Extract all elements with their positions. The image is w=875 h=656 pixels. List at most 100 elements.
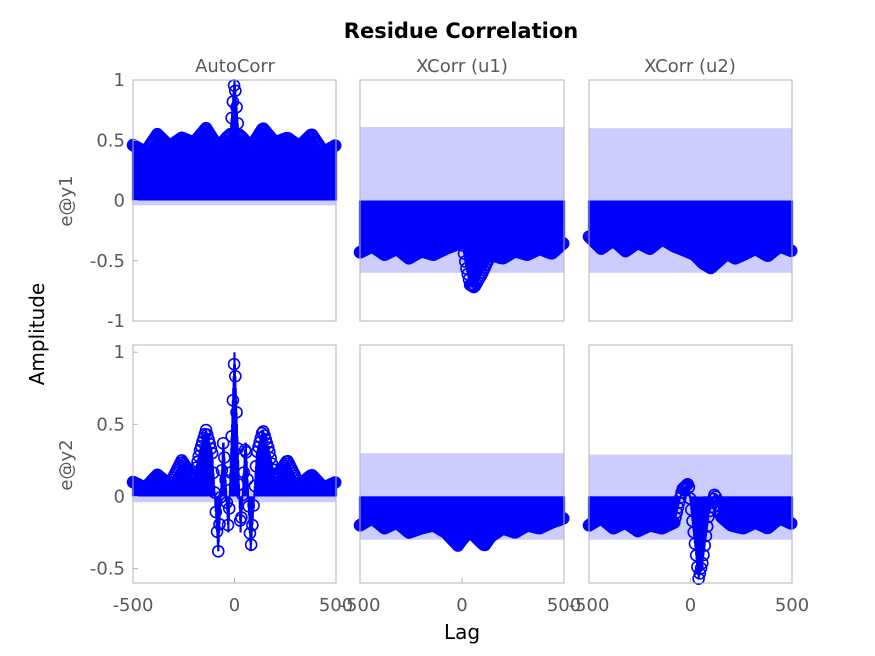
correlation-marker — [244, 538, 258, 552]
correlation-marker — [205, 446, 219, 460]
stem-lines — [358, 200, 566, 288]
correlation-marker — [458, 255, 472, 268]
correlation-marker — [700, 520, 714, 533]
correlation-marker — [221, 518, 235, 532]
subplot-r1-c1: -500 0 500 — [340, 344, 581, 616]
y-tick-label: 1 — [114, 342, 125, 363]
correlation-marker — [698, 539, 712, 552]
y-tick-label: 0 — [114, 486, 125, 507]
correlation-marker — [677, 481, 691, 495]
correlation-marker — [457, 247, 471, 260]
x-tick-label: -500 — [340, 595, 381, 616]
correlation-marker — [216, 436, 230, 450]
subplot-r0-c2 — [582, 79, 798, 322]
correlation-marker — [695, 556, 709, 570]
x-tick-label: 500 — [319, 595, 353, 616]
y-tick-label: 0.5 — [96, 130, 125, 151]
correlation-markers — [126, 79, 342, 159]
correlation-marker — [455, 234, 468, 247]
row-label-e-y1: e@y1 — [56, 175, 77, 226]
correlation-marker — [218, 451, 231, 464]
correlation-marker — [255, 426, 269, 440]
correlation-marker — [230, 100, 243, 114]
correlation-marker — [226, 393, 240, 407]
correlation-marker — [264, 451, 277, 465]
correlation-marker — [265, 457, 279, 471]
y-tick-label: 0.5 — [96, 414, 125, 435]
correlation-marker — [242, 499, 256, 513]
correlation-marker — [694, 561, 708, 575]
correlation-marker — [699, 529, 713, 543]
correlation-marker — [225, 430, 238, 443]
correlation-marker — [456, 239, 470, 252]
subplot-r0-c1 — [353, 79, 570, 322]
correlation-marker — [784, 517, 798, 530]
correlation-marker — [188, 467, 202, 480]
x-tick-label: 500 — [775, 595, 809, 616]
chart-title: Residue Correlation — [344, 19, 578, 43]
correlation-markers — [582, 477, 798, 585]
correlation-markers — [353, 511, 570, 552]
correlation-marker — [222, 502, 236, 515]
y-tick-label: 1 — [114, 70, 125, 91]
x-axis-label: Lag — [444, 620, 480, 644]
correlation-marker — [209, 505, 223, 519]
x-tick-label: -500 — [113, 595, 154, 616]
correlation-marker — [237, 466, 251, 479]
correlation-marker — [328, 476, 342, 489]
correlation-marker — [553, 240, 566, 253]
x-tick-label: 0 — [229, 595, 240, 616]
subplot-grid: -1-0.500.51-0.500.51-500 0 500-500 0 500-500… — [90, 70, 809, 616]
correlation-marker — [191, 455, 204, 469]
y-axis-label: Amplitude — [25, 283, 49, 386]
correlation-marker — [555, 238, 569, 251]
x-tick-label: -500 — [569, 595, 610, 616]
correlation-marker — [220, 496, 234, 509]
correlation-marker — [249, 459, 263, 473]
correlation-markers — [126, 357, 342, 558]
correlation-marker — [227, 357, 241, 371]
correlation-marker — [241, 472, 254, 486]
correlation-marker — [229, 369, 242, 383]
x-tick-label: 0 — [456, 595, 467, 616]
x-tick-label: 0 — [685, 595, 696, 616]
correlation-marker — [328, 139, 342, 152]
correlation-marker — [680, 479, 693, 492]
axes-frame — [359, 79, 565, 322]
correlation-marker — [689, 549, 703, 562]
correlation-marker — [210, 525, 224, 538]
y-tick-label: -1 — [107, 311, 125, 332]
correlation-marker — [213, 517, 226, 531]
y-tick-label: -0.5 — [90, 251, 125, 272]
correlation-markers — [582, 230, 798, 275]
column-title-xcorr-u1: XCorr (u1) — [416, 56, 508, 77]
row-label-e-y2: e@y2 — [56, 439, 77, 490]
correlation-marker — [452, 236, 466, 250]
correlation-marker — [556, 512, 570, 525]
correlation-marker — [554, 239, 568, 252]
subplot-r1-c2: -500 0 500 — [569, 344, 809, 616]
correlation-marker — [220, 131, 234, 144]
y-tick-label: 0 — [114, 191, 125, 212]
correlation-marker — [230, 406, 243, 419]
correlation-marker — [697, 548, 710, 562]
subplot-r0-c0: -1 -0.5 0 0.5 1 — [90, 70, 342, 332]
correlation-marker — [190, 461, 203, 474]
x-tick-label: 500 — [547, 595, 581, 616]
column-title-xcorr-u2: XCorr (u2) — [644, 56, 736, 77]
correlation-marker — [247, 499, 260, 512]
correlation-marker — [207, 466, 220, 480]
correlation-marker — [263, 445, 276, 459]
correlation-marker — [688, 537, 702, 550]
correlation-marker — [784, 244, 798, 258]
correlation-marker — [236, 488, 249, 502]
correlation-marker — [224, 466, 237, 479]
axes-frame — [588, 79, 793, 322]
correlation-marker — [229, 84, 242, 98]
correlation-marker — [211, 544, 225, 558]
correlation-marker — [556, 237, 570, 250]
correlation-marker — [159, 475, 173, 489]
subplot-r1-c0: -0.5 0 0.5 1 -500 0 500 — [90, 342, 353, 616]
correlation-marker — [235, 511, 248, 524]
